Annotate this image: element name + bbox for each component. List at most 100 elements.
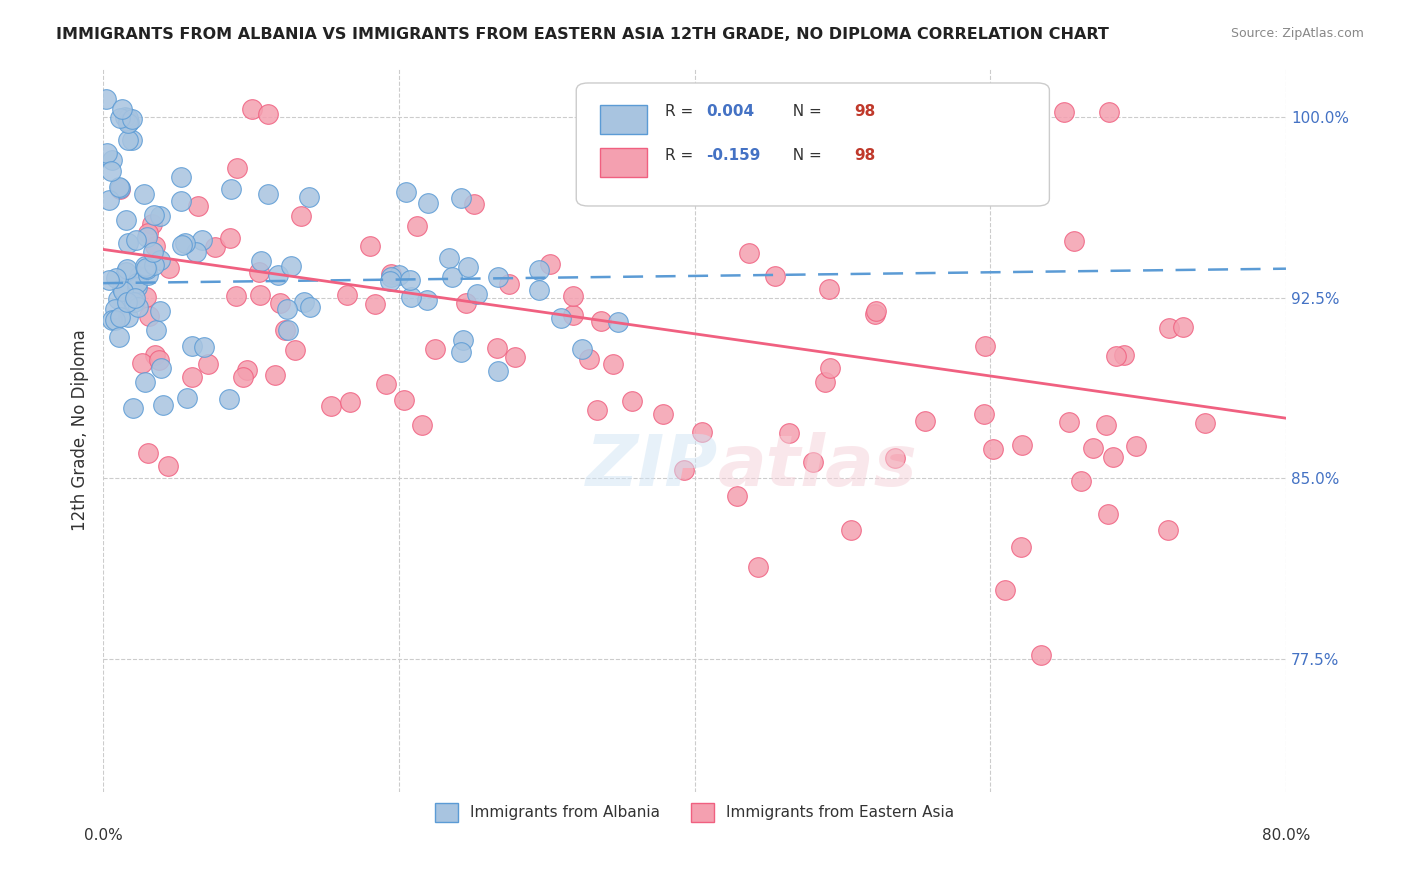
- Point: [232, 369, 254, 384]
- Point: [290, 209, 312, 223]
- Point: [97, 193, 120, 207]
- Point: [136, 226, 159, 240]
- Point: [1112, 349, 1135, 363]
- Point: [378, 274, 401, 288]
- Point: [124, 291, 146, 305]
- Point: [257, 186, 280, 201]
- Text: -0.159: -0.159: [706, 148, 761, 163]
- Point: [817, 282, 839, 296]
- Point: [128, 268, 150, 283]
- Point: [135, 229, 157, 244]
- Point: [425, 342, 447, 356]
- Point: [747, 560, 769, 574]
- Point: [247, 265, 270, 279]
- Point: [138, 309, 160, 323]
- Point: [1097, 507, 1119, 521]
- Point: [399, 290, 422, 304]
- Point: [218, 392, 240, 406]
- Point: [118, 115, 141, 129]
- Point: [561, 288, 583, 302]
- Point: [112, 285, 135, 299]
- Point: [364, 296, 387, 310]
- Point: [626, 145, 648, 159]
- Point: [264, 368, 287, 382]
- Point: [994, 582, 1017, 597]
- Point: [135, 261, 157, 276]
- Point: [571, 342, 593, 356]
- Point: [170, 194, 193, 209]
- Point: [865, 304, 887, 318]
- Point: [801, 455, 824, 469]
- Point: [122, 401, 145, 415]
- Point: [359, 238, 381, 252]
- Point: [134, 376, 156, 390]
- Point: [148, 209, 170, 223]
- Point: [96, 146, 118, 161]
- Point: [219, 230, 242, 244]
- Text: 0.0%: 0.0%: [84, 828, 122, 843]
- Text: R =: R =: [665, 148, 699, 163]
- Point: [197, 357, 219, 371]
- Point: [457, 260, 479, 274]
- Point: [638, 133, 661, 147]
- Point: [142, 245, 165, 260]
- Point: [100, 164, 122, 178]
- Point: [441, 269, 464, 284]
- Point: [1094, 417, 1116, 432]
- Point: [284, 343, 307, 358]
- Point: [148, 352, 170, 367]
- Point: [193, 340, 215, 354]
- Point: [863, 307, 886, 321]
- Point: [184, 245, 207, 260]
- Point: [411, 417, 433, 432]
- Point: [187, 198, 209, 212]
- Point: [581, 186, 603, 201]
- Point: [1029, 648, 1052, 663]
- Point: [136, 261, 159, 276]
- Point: [150, 360, 173, 375]
- Point: [136, 446, 159, 460]
- Bar: [600, 104, 647, 134]
- Point: [152, 398, 174, 412]
- Point: [131, 356, 153, 370]
- Point: [204, 240, 226, 254]
- Point: [97, 273, 120, 287]
- Point: [274, 323, 297, 337]
- Point: [121, 133, 143, 147]
- Point: [1097, 104, 1119, 119]
- Text: 98: 98: [855, 148, 876, 163]
- Text: N =: N =: [783, 104, 827, 120]
- Text: 80.0%: 80.0%: [1261, 828, 1310, 843]
- Point: [117, 133, 139, 147]
- Point: [249, 288, 271, 302]
- Point: [884, 450, 907, 465]
- Point: [416, 195, 439, 210]
- Point: [1157, 321, 1180, 335]
- Point: [550, 310, 572, 325]
- Point: [839, 523, 862, 537]
- Text: 98: 98: [855, 104, 876, 120]
- Point: [111, 103, 134, 117]
- Y-axis label: 12th Grade, No Diploma: 12th Grade, No Diploma: [72, 329, 89, 531]
- Point: [399, 273, 422, 287]
- Point: [415, 293, 437, 307]
- Point: [250, 254, 273, 268]
- Point: [107, 330, 129, 344]
- Point: [451, 333, 474, 347]
- Point: [973, 407, 995, 421]
- Point: [298, 190, 321, 204]
- Point: [157, 261, 180, 276]
- Point: [117, 116, 139, 130]
- Point: [336, 288, 359, 302]
- Point: [527, 263, 550, 277]
- Point: [117, 112, 139, 126]
- Point: [110, 181, 132, 195]
- Point: [145, 323, 167, 337]
- Point: [1105, 349, 1128, 363]
- Point: [108, 181, 131, 195]
- Point: [486, 270, 509, 285]
- Point: [621, 393, 644, 408]
- Text: 0.004: 0.004: [706, 104, 755, 120]
- Point: [380, 270, 402, 285]
- Point: [758, 185, 780, 199]
